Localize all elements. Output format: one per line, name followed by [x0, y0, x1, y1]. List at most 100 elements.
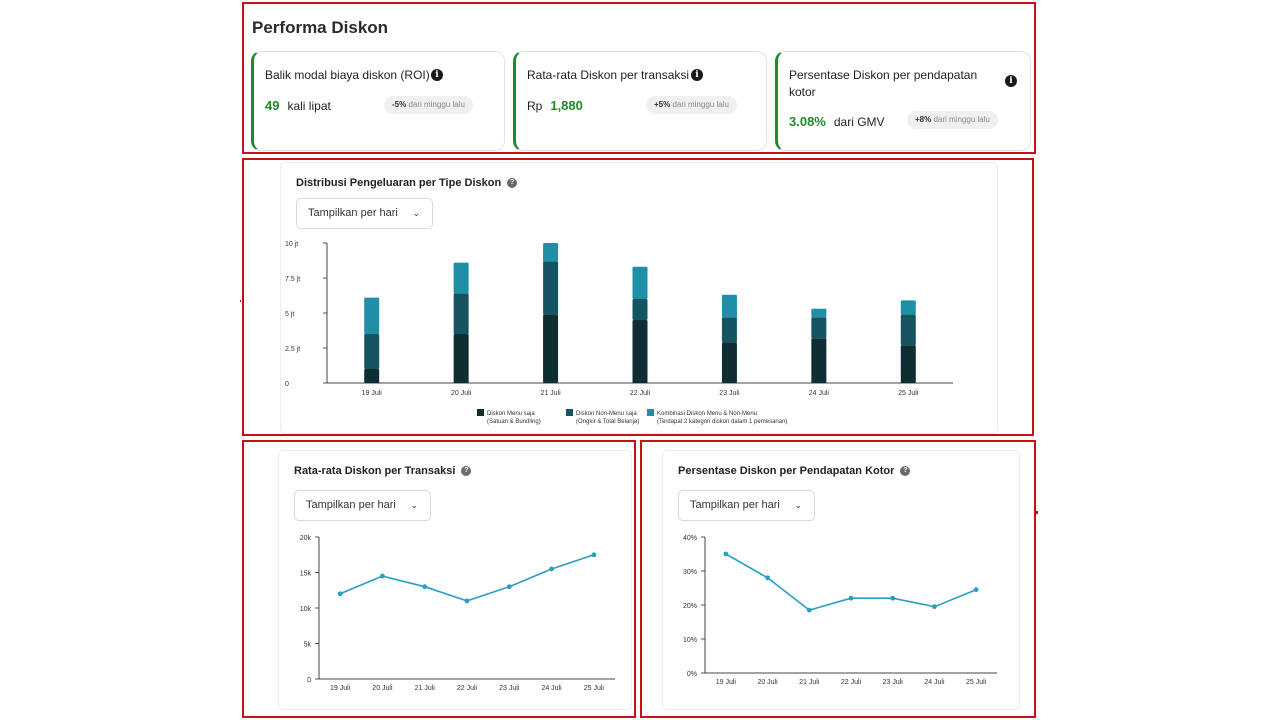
- kpi-value: 3.08%: [789, 114, 826, 129]
- bar-chart-card: Distribusi Pengeluaran per Tipe Diskon ?…: [280, 162, 998, 434]
- kpi-unit: dari GMV: [833, 114, 885, 129]
- kpi-card-avg-discount: Rata-rata Diskon per transaksi i Rp 1,88…: [513, 51, 767, 151]
- legend-label: Diskon Non-Menu saja: [576, 411, 637, 417]
- info-icon[interactable]: i: [1005, 75, 1017, 87]
- change-suffix: dari minggu lalu: [408, 100, 465, 109]
- y-tick-label: 10%: [683, 637, 697, 644]
- bar-segment: [453, 293, 469, 334]
- data-point: [806, 607, 812, 613]
- page-title: Performa Diskon: [252, 18, 389, 37]
- data-point: [380, 573, 385, 579]
- period-dropdown[interactable]: Tampilkan per hari ⌄: [294, 490, 431, 521]
- period-dropdown[interactable]: Tampilkan per hari ⌄: [678, 490, 815, 521]
- change-value: +8%: [915, 115, 932, 124]
- kpi-unit: kali lipat: [287, 98, 331, 113]
- kpi-title: Rata-rata Diskon per transaksi: [527, 68, 690, 82]
- x-tick-label: 21 Juli: [799, 679, 820, 686]
- kpi-value-row: 3.08% dari GMV: [789, 114, 885, 129]
- chart-title: Persentase Diskon per Pendapatan Kotor ?: [678, 465, 911, 477]
- change-badge: +8% dari minggu lalu: [907, 111, 998, 129]
- bar-segment: [811, 338, 827, 383]
- y-tick-label: 20%: [683, 603, 697, 610]
- legend-note: (Satuan & Bundling): [487, 419, 541, 425]
- question-icon[interactable]: ?: [461, 466, 472, 476]
- bar-segment: [900, 300, 916, 315]
- info-icon[interactable]: i: [431, 69, 443, 81]
- data-point: [549, 566, 554, 572]
- kpi-value-row: Rp 1,880: [527, 98, 591, 113]
- kpi-value-row: 49 kali lipat: [265, 98, 331, 113]
- x-tick-label: 19 Juli: [362, 390, 383, 397]
- bar-segment: [364, 297, 380, 334]
- x-tick-label: 21 Juli: [415, 685, 436, 692]
- chevron-down-icon: ⌄: [412, 208, 420, 218]
- legend-label: Kombinasi Diskon Menu & Non-Menu: [657, 411, 757, 417]
- bar-chart: 0 2.5 jt 5 jt 7.5 jt 10 jt 19 Juli 20 Juli 21 J…: [285, 241, 953, 425]
- bar-chart-section: Distribusi Pengeluaran per Tipe Diskon ?…: [242, 158, 1034, 436]
- line-chart: 0% 10% 20% 30% 40% 19 Juli 20 Juli 21 Juli 22 Ju…: [683, 535, 997, 686]
- y-tick-label: 30%: [683, 569, 697, 576]
- x-tick-label: 22 Juli: [630, 390, 651, 397]
- change-value: -5%: [392, 100, 407, 109]
- y-tick-label: 0: [285, 381, 289, 388]
- y-tick-label: 0%: [687, 671, 697, 678]
- legend-swatch: [647, 409, 654, 416]
- bar-segment: [721, 317, 737, 343]
- y-tick-label: 10 jt: [285, 241, 298, 248]
- data-point: [506, 584, 512, 590]
- chart-title-text: Rata-rata Diskon per Transaksi: [294, 465, 456, 477]
- info-icon[interactable]: i: [691, 69, 703, 81]
- x-tick-label: 24 Juli: [924, 679, 945, 686]
- data-point: [765, 575, 770, 581]
- chevron-down-icon: ⌄: [410, 500, 418, 510]
- bar-segment: [632, 266, 648, 299]
- change-badge: -5% dari minggu lalu: [384, 96, 473, 114]
- x-tick-label: 20 Juli: [372, 685, 393, 692]
- bar-segment: [900, 345, 916, 383]
- x-tick-label: 22 Juli: [457, 685, 478, 692]
- change-value: +5%: [654, 100, 671, 109]
- dropdown-value: Tampilkan per hari: [308, 207, 398, 219]
- y-tick-label: 5k: [304, 642, 312, 649]
- bar-segment: [632, 320, 648, 383]
- kpi-section: Performa Diskon Balik modal biaya diskon…: [242, 2, 1036, 154]
- period-dropdown[interactable]: Tampilkan per hari ⌄: [296, 198, 433, 229]
- decor-line: [240, 300, 241, 302]
- data-point: [848, 595, 854, 601]
- bar-segment: [453, 334, 469, 383]
- data-point: [890, 595, 896, 601]
- kpi-value: 1,880: [550, 98, 583, 113]
- dropdown-value: Tampilkan per hari: [306, 499, 396, 511]
- question-icon[interactable]: ?: [507, 178, 518, 188]
- kpi-card-discount-pct: Persentase Diskon per pendapatan kotor i…: [775, 51, 1031, 151]
- bar-segment: [543, 261, 559, 315]
- dropdown-value: Tampilkan per hari: [690, 499, 780, 511]
- x-tick-label: 25 Juli: [898, 390, 919, 397]
- y-tick-label: 10k: [300, 606, 312, 613]
- change-suffix: dari minggu lalu: [933, 115, 990, 124]
- x-tick-label: 20 Juli: [451, 390, 472, 397]
- bar-segment: [364, 369, 380, 383]
- x-tick-label: 23 Juli: [719, 390, 740, 397]
- legend-label: Diskon Menu saja: [487, 411, 535, 417]
- change-badge: +5% dari minggu lalu: [646, 96, 737, 114]
- chart-title: Distribusi Pengeluaran per Tipe Diskon ?: [296, 177, 518, 189]
- data-point: [422, 584, 428, 590]
- kpi-prefix: Rp: [527, 98, 543, 113]
- kpi-title: Persentase Diskon per pendapatan kotor: [789, 68, 978, 99]
- y-tick-label: 15k: [300, 571, 312, 578]
- bar-segment: [811, 317, 827, 339]
- data-point: [591, 552, 597, 558]
- bar-segment: [900, 314, 916, 346]
- y-tick-label: 7.5 jt: [285, 276, 300, 283]
- x-tick-label: 25 Juli: [584, 685, 605, 692]
- legend-swatch: [477, 409, 484, 416]
- x-tick-label: 24 Juli: [809, 390, 830, 397]
- x-tick-label: 25 Juli: [966, 679, 987, 686]
- data-point: [464, 598, 470, 604]
- x-tick-label: 21 Juli: [540, 390, 561, 397]
- x-tick-label: 19 Juli: [330, 685, 351, 692]
- question-icon[interactable]: ?: [900, 466, 911, 476]
- data-point: [973, 587, 979, 593]
- legend-note: (Terdapat 2 kategori diskon dalam 1 peme…: [657, 419, 787, 425]
